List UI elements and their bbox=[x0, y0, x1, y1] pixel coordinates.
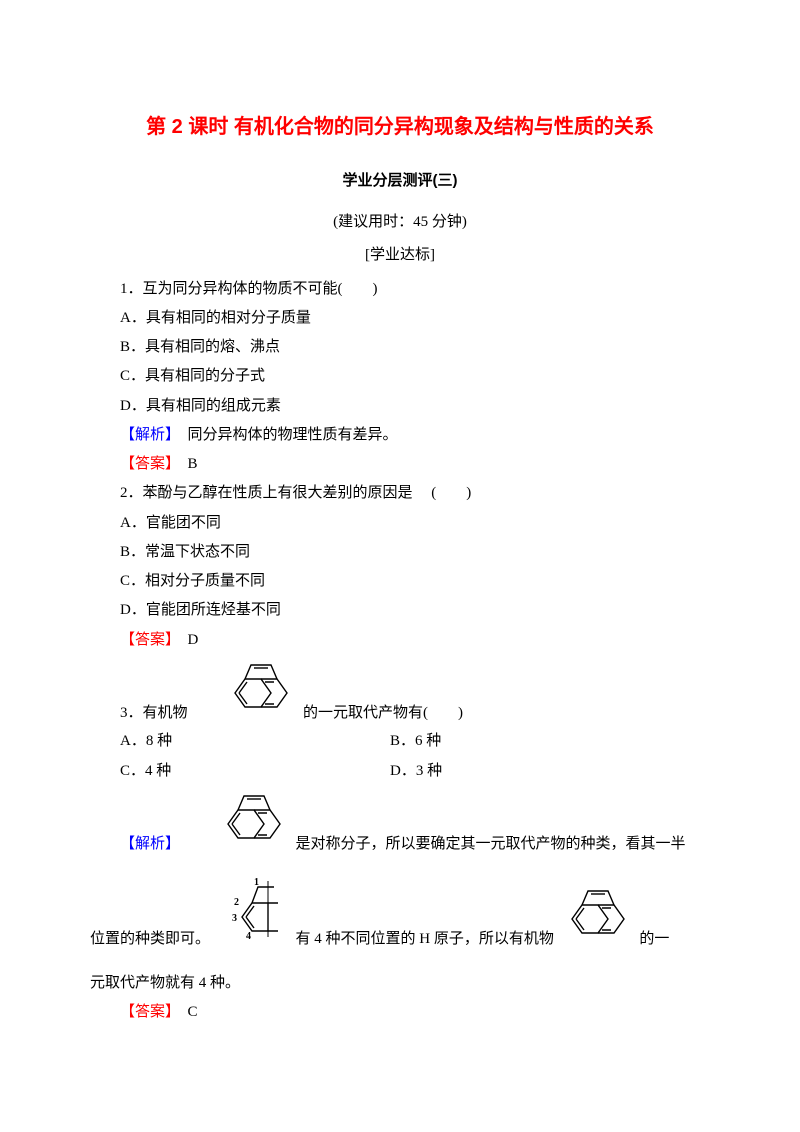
q3-daan: 【答案】 C bbox=[90, 998, 710, 1027]
q3-line2-post: 的一 bbox=[639, 931, 669, 947]
q1-opt-c: C．具有相同的分子式 bbox=[90, 362, 710, 391]
q3-daan-text: C bbox=[173, 1004, 198, 1020]
q1-jiexi-text: 同分异构体的物理性质有差异。 bbox=[173, 427, 398, 443]
suggest-time: (建议用时：45 分钟) bbox=[90, 208, 710, 237]
q3-line2-pre: 位置的种类即可。 bbox=[90, 931, 210, 947]
label-jiexi: 【解析】 bbox=[120, 427, 173, 443]
q2-daan-text: D bbox=[173, 632, 199, 648]
q3-opt-d: D．3 种 bbox=[360, 757, 442, 786]
q3-jiexi-post: 是对称分子，所以要确定其一元取代产物的种类，看其一半 bbox=[296, 836, 686, 852]
q2-opt-c: C．相对分子质量不同 bbox=[90, 567, 710, 596]
q3-opts-row2: C．4 种 D．3 种 bbox=[90, 757, 710, 786]
q3-stem: 3．有机物 的一元取代产物有( ) bbox=[90, 655, 710, 728]
q2-stem: 2．苯酚与乙醇在性质上有很大差别的原因是 ( ) bbox=[90, 479, 710, 508]
q1-daan: 【答案】 B bbox=[90, 450, 710, 479]
q2-opt-a: A．官能团不同 bbox=[90, 509, 710, 538]
q2-opt-b: B．常温下状态不同 bbox=[90, 538, 710, 567]
section-label: [学业达标] bbox=[90, 241, 710, 270]
q3-stem-pre: 3．有机物 bbox=[120, 705, 188, 721]
label-daan: 【答案】 bbox=[120, 456, 173, 472]
page-title: 第 2 课时 有机化合物的同分异构现象及结构与性质的关系 bbox=[90, 110, 710, 139]
q1-opt-a: A．具有相同的相对分子质量 bbox=[90, 304, 710, 333]
acenaphthylene-icon bbox=[191, 655, 299, 728]
label-daan: 【答案】 bbox=[120, 632, 173, 648]
q3-stem-post: 的一元取代产物有( ) bbox=[303, 705, 463, 721]
q3-opt-b: B．6 种 bbox=[360, 727, 441, 756]
q3-jiexi-line2: 位置的种类即可。 1 2 3 4 bbox=[90, 873, 710, 954]
page: 第 2 课时 有机化合物的同分异构现象及结构与性质的关系 学业分层测评(三) (… bbox=[0, 0, 800, 1067]
q2-daan: 【答案】 D bbox=[90, 626, 710, 655]
labeled-half-icon: 1 2 3 4 bbox=[214, 873, 292, 954]
q1-opt-b: B．具有相同的熔、沸点 bbox=[90, 333, 710, 362]
svg-text:4: 4 bbox=[246, 931, 251, 942]
svg-text:3: 3 bbox=[232, 913, 237, 924]
q2-opt-d: D．官能团所连烃基不同 bbox=[90, 596, 710, 625]
q3-jiexi-line1: 【解析】 是对称分子，所以要确定其一元取代产物的种类，看其一半 bbox=[90, 786, 710, 859]
q1-jiexi: 【解析】 同分异构体的物理性质有差异。 bbox=[90, 421, 710, 450]
label-daan: 【答案】 bbox=[120, 1004, 173, 1020]
q1-daan-text: B bbox=[173, 456, 198, 472]
q3-opt-c: C．4 种 bbox=[90, 757, 360, 786]
q3-jiexi-line3: 元取代产物就有 4 种。 bbox=[90, 969, 710, 998]
subtitle: 学业分层测评(三) bbox=[90, 169, 710, 190]
svg-text:1: 1 bbox=[254, 877, 259, 888]
q3-opts-row1: A．8 种 B．6 种 bbox=[90, 727, 710, 756]
q1-stem: 1．互为同分异构体的物质不可能( ) bbox=[90, 275, 710, 304]
q3-opt-a: A．8 种 bbox=[90, 727, 360, 756]
svg-text:2: 2 bbox=[234, 897, 239, 908]
q3-line2-mid: 有 4 种不同位置的 H 原子，所以有机物 bbox=[296, 931, 554, 947]
acenaphthylene-icon bbox=[184, 786, 292, 859]
label-jiexi: 【解析】 bbox=[120, 836, 180, 852]
acenaphthylene-icon bbox=[558, 881, 636, 954]
q1-opt-d: D．具有相同的组成元素 bbox=[90, 392, 710, 421]
